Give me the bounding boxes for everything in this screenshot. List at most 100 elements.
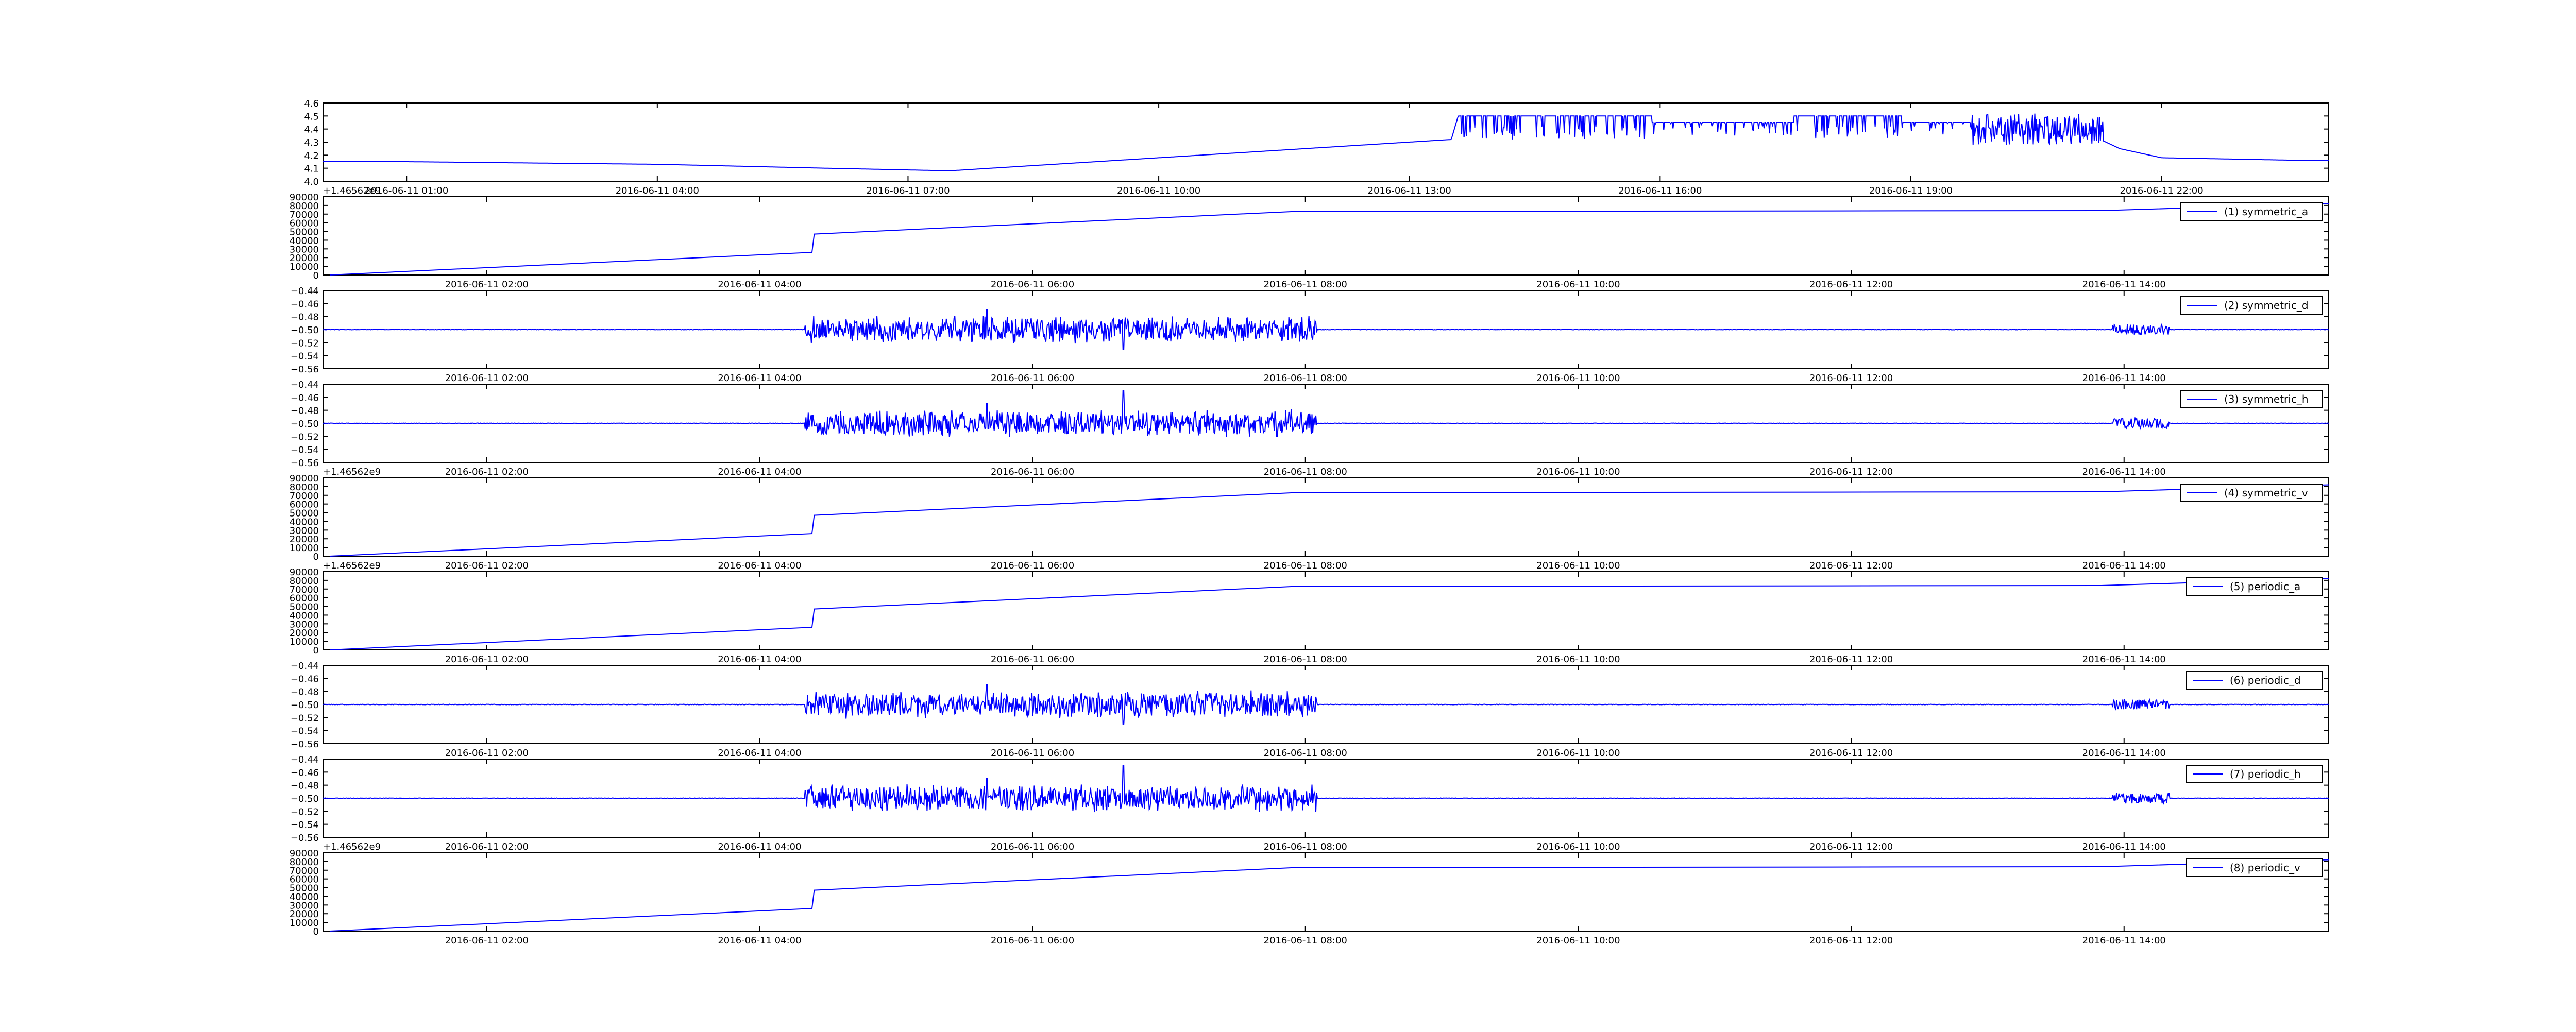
y-tick-label: 4.1 [304,164,319,175]
x-tick-label: 2016-06-11 02:00 [445,560,529,571]
y-tick-label: 20000 [290,253,319,264]
x-tick-label: 2016-06-11 12:00 [1809,560,1893,571]
x-tick-label: 2016-06-11 10:00 [1536,841,1620,852]
legend-label: (1) symmetric_a [2224,205,2308,218]
x-tick-label: 2016-06-11 10:00 [1117,185,1200,196]
x-tick-label: 2016-06-11 08:00 [1264,841,1347,852]
y-tick-label: 20000 [290,909,319,920]
y-tick-label: −0.52 [291,432,319,442]
axes-frame [323,852,2329,932]
y-tick-label: −0.48 [291,406,319,417]
legend-label: (2) symmetric_d [2224,299,2309,312]
y-tick-label: 90000 [290,848,319,859]
axes-frame [323,477,2329,557]
legend-label: (3) symmetric_h [2224,393,2309,405]
y-tick-label: 4.3 [304,137,319,148]
y-tick-label: 80000 [290,576,319,587]
x-tick-label: 2016-06-11 02:00 [445,373,529,384]
legend: (3) symmetric_h [2180,390,2323,408]
y-tick-label: −0.54 [291,820,319,831]
x-tick-label: 2016-06-11 14:00 [2082,654,2166,665]
y-tick-label: −0.46 [291,674,319,684]
y-tick-label: −0.52 [291,338,319,349]
subplot-1: 4.0 4.1 4.2 4.3 4.4 4.5 4.6 2016-06-11 01:00 201… [304,98,2329,196]
x-tick-label: 2016-06-11 13:00 [1368,185,1451,196]
y-tick-label: −0.44 [291,380,319,390]
y-tick-label: −0.48 [291,312,319,323]
y-tick-label: 10000 [290,262,319,272]
y-tick-label: −0.54 [291,726,319,737]
legend: (8) periodic_v [2186,858,2323,877]
y-tick-label: 20000 [290,534,319,545]
x-tick-label: 2016-06-11 10:00 [1536,279,1620,290]
x-tick-label: 2016-06-11 04:00 [718,467,801,477]
series-line [330,203,2329,276]
y-tick-label: 4.2 [304,150,319,161]
series-line [323,390,2329,437]
y-tick-label: −0.48 [291,781,319,792]
y-tick-label: 30000 [290,619,319,630]
y-tick-label: 40000 [290,610,319,621]
legend-label: (8) periodic_v [2230,862,2300,874]
y-tick-label: 90000 [290,567,319,578]
x-tick-label: 2016-06-11 12:00 [1809,841,1893,852]
legend: (6) periodic_d [2186,671,2323,690]
subplot-6: 0100002000030000400005000060000700008000… [290,560,2329,665]
legend-label: (5) periodic_a [2230,580,2300,593]
y-tick-label: 70000 [290,866,319,876]
y-tick-label: −0.54 [291,351,319,362]
axes-frame [323,196,2329,276]
x-tick-label: 2016-06-11 14:00 [2082,935,2166,946]
series-line [323,765,2329,813]
y-tick-label: 70000 [290,210,319,220]
x-tick-label: 2016-06-11 06:00 [991,373,1074,384]
y-tick-label: 10000 [290,637,319,647]
y-tick-label: 10000 [290,543,319,554]
series-line [323,309,2329,350]
y-tick-label: 50000 [290,883,319,894]
y-tick-label: 60000 [290,593,319,604]
x-tick-label: 2016-06-11 14:00 [2082,373,2166,384]
x-tick-label: 2016-06-11 04:00 [718,935,801,946]
x-tick-label: 2016-06-11 12:00 [1809,748,1893,759]
series-line [330,484,2329,557]
y-tick-label: 60000 [290,500,319,510]
series-line [330,859,2329,932]
x-tick-label: 2016-06-11 08:00 [1264,467,1347,477]
y-tick-label: 30000 [290,244,319,255]
y-tick-label: 40000 [290,891,319,902]
x-tick-label: 2016-06-11 02:00 [445,654,529,665]
y-tick-label: −0.50 [291,325,319,336]
y-tick-label: −0.54 [291,445,319,456]
x-tick-label: 2016-06-11 08:00 [1264,935,1347,946]
legend-label: (7) periodic_h [2230,768,2301,780]
x-tick-label: 2016-06-11 12:00 [1809,467,1893,477]
x-tick-label: 2016-06-11 06:00 [991,467,1074,477]
x-tick-label: 2016-06-11 12:00 [1809,279,1893,290]
x-tick-label: 2016-06-11 08:00 [1264,373,1347,384]
x-tick-label: 2016-06-11 08:00 [1264,748,1347,759]
y-tick-label: −0.44 [291,754,319,765]
y-tick-label: −0.46 [291,767,319,778]
legend-label: (4) symmetric_v [2224,487,2308,499]
x-tick-label: 2016-06-11 04:00 [718,748,801,759]
x-tick-label: 2016-06-11 08:00 [1264,279,1347,290]
x-tick-label: 2016-06-11 02:00 [445,748,529,759]
subplot-5: 0100002000030000400005000060000700008000… [290,467,2329,571]
axis-offset-label: +1.46562e9 [323,467,381,477]
y-tick-label: −0.46 [291,392,319,403]
y-tick-label: 40000 [290,517,319,527]
subplot-3: −0.56 −0.54 −0.52 −0.50 −0.48 −0.46 −0.44 2016-… [291,286,2329,384]
subplot-9: 0100002000030000400005000060000700008000… [290,841,2329,946]
y-tick-label: 80000 [290,201,319,212]
y-tick-label: 50000 [290,227,319,238]
y-tick-label: −0.56 [291,739,319,750]
y-tick-label: −0.48 [291,687,319,698]
y-tick-label: −0.56 [291,458,319,469]
y-tick-label: 4.4 [304,125,319,135]
y-tick-label: 90000 [290,473,319,484]
x-tick-label: 2016-06-11 01:00 [365,185,448,196]
x-tick-label: 2016-06-11 10:00 [1536,654,1620,665]
